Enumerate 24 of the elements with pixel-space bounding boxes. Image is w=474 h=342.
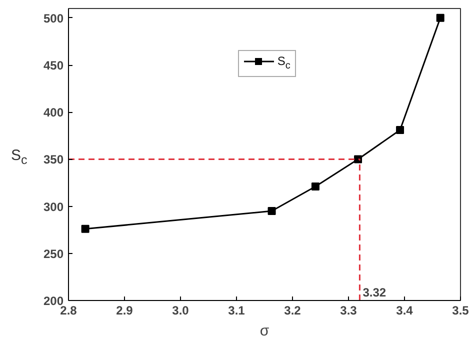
x-tick-label: 3.2 (284, 304, 302, 318)
point (436, 14, 444, 22)
y-tick-label: 400 (43, 106, 64, 120)
x-tick-label: 3.4 (396, 304, 414, 318)
ref-line-label: 3.32 (362, 286, 386, 300)
y-tick-label: 450 (43, 58, 64, 73)
point (268, 207, 276, 216)
point (396, 126, 404, 134)
point (81, 224, 90, 233)
x-axis-title: σ (260, 322, 270, 340)
y-tick-label: 350 (43, 152, 64, 167)
y-tick-label: 250 (43, 246, 64, 261)
x-tick-label: 3.1 (228, 304, 246, 318)
x-tick-label: 2.9 (116, 304, 134, 318)
x-tick-label: 3.3 (340, 304, 358, 318)
x-tick-label: 3.5 (452, 304, 470, 318)
legend-label: S$_{c}$ (276, 53, 290, 74)
y-tick-label: 500 (43, 11, 64, 26)
point (354, 155, 362, 164)
y-tick-label: 300 (43, 200, 64, 214)
x-tick-label: 2.8 (60, 304, 78, 318)
x-tick-label: 3.0 (172, 304, 190, 318)
y-axis-title: S$_{c}$ (11, 146, 28, 169)
point (311, 182, 320, 191)
